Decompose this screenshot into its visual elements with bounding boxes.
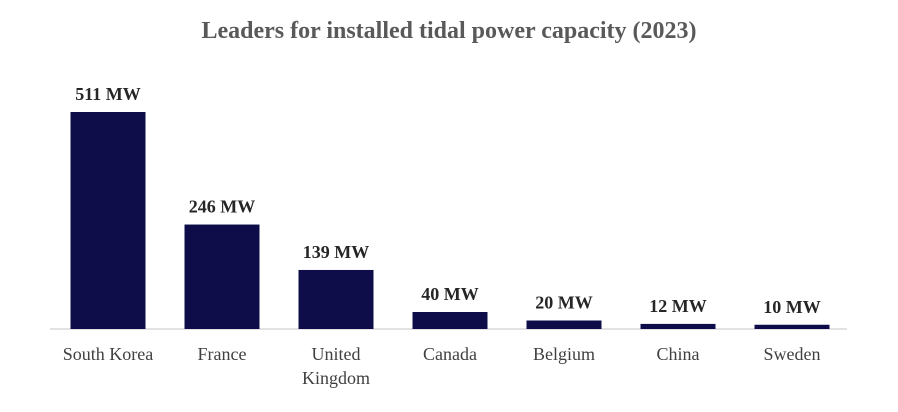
bar-1 (184, 224, 260, 329)
x-tick-label-2-line-1: Kingdom (302, 368, 370, 388)
bar-5 (640, 323, 716, 329)
bars-group (70, 112, 830, 329)
x-tick-label-3: Canada (423, 344, 477, 364)
x-tick-label-2-line-0: United (312, 344, 361, 364)
x-tick-label-0: South Korea (63, 344, 153, 364)
data-label-2: 139 MW (303, 242, 370, 262)
x-tick-label-1: France (198, 344, 247, 364)
data-label-1: 246 MW (189, 197, 256, 217)
bar-2 (298, 269, 374, 329)
x-tick-label-5: China (657, 344, 700, 364)
x-tick-labels-group: South Korea France United Kingdom Canada Belg… (63, 344, 821, 388)
x-tick-label-6: Sweden (764, 344, 821, 364)
chart-title: Leaders for installed tidal power capaci… (201, 18, 696, 44)
data-label-3: 40 MW (421, 284, 479, 304)
data-label-4: 20 MW (535, 293, 593, 313)
data-label-5: 12 MW (649, 296, 707, 316)
bar-3 (412, 312, 488, 329)
data-label-6: 10 MW (763, 297, 821, 317)
bar-0 (70, 112, 146, 329)
data-label-0: 511 MW (75, 84, 141, 104)
bar-6 (754, 324, 830, 329)
data-labels-group: 511 MW 246 MW 139 MW 40 MW 20 MW 12 MW 10 MW (75, 84, 821, 317)
bar-4 (526, 320, 602, 329)
x-tick-label-4: Belgium (533, 344, 595, 364)
